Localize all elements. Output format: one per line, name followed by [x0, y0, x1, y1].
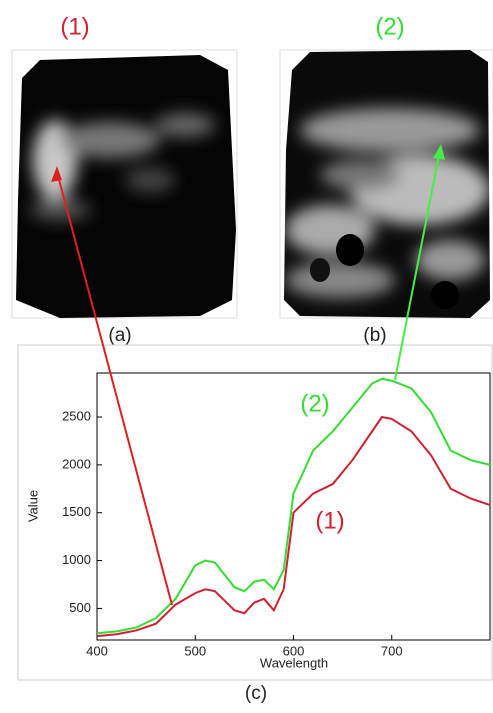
series-label: (1) — [315, 507, 344, 534]
panel-label: (b) — [363, 325, 386, 346]
arrowhead — [51, 166, 62, 182]
chart-label: (c) — [245, 683, 267, 704]
x-tick-label: 600 — [283, 643, 305, 658]
y-axis-label: Value — [25, 490, 40, 522]
arrow — [56, 171, 173, 606]
arrow — [394, 149, 441, 381]
x-tick-label: 400 — [86, 643, 108, 658]
x-tick-label: 500 — [184, 643, 206, 658]
y-tick-label: 500 — [69, 600, 91, 615]
y-tick-label: 2000 — [62, 456, 91, 471]
y-tick-label: 2500 — [62, 408, 91, 423]
x-tick-label: 700 — [381, 643, 403, 658]
y-tick-label: 1500 — [62, 504, 91, 519]
panel-label: (a) — [108, 325, 131, 346]
panel-title: (1) — [60, 13, 89, 40]
series-label: (2) — [300, 390, 329, 417]
panel-title: (2) — [375, 13, 404, 40]
chart-frame — [17, 344, 493, 681]
series-line — [96, 377, 491, 635]
arrowhead — [433, 144, 445, 160]
plot: 400 500 600 700 500 1000 1500 2000 2500 (1) (2) — [62, 377, 491, 658]
image-b — [284, 50, 490, 318]
image-frame — [279, 49, 493, 319]
image-a — [16, 55, 236, 318]
y-tick-label: 1000 — [62, 552, 91, 567]
series-line — [96, 415, 491, 638]
x-axis-label: Wavelength — [260, 655, 328, 670]
